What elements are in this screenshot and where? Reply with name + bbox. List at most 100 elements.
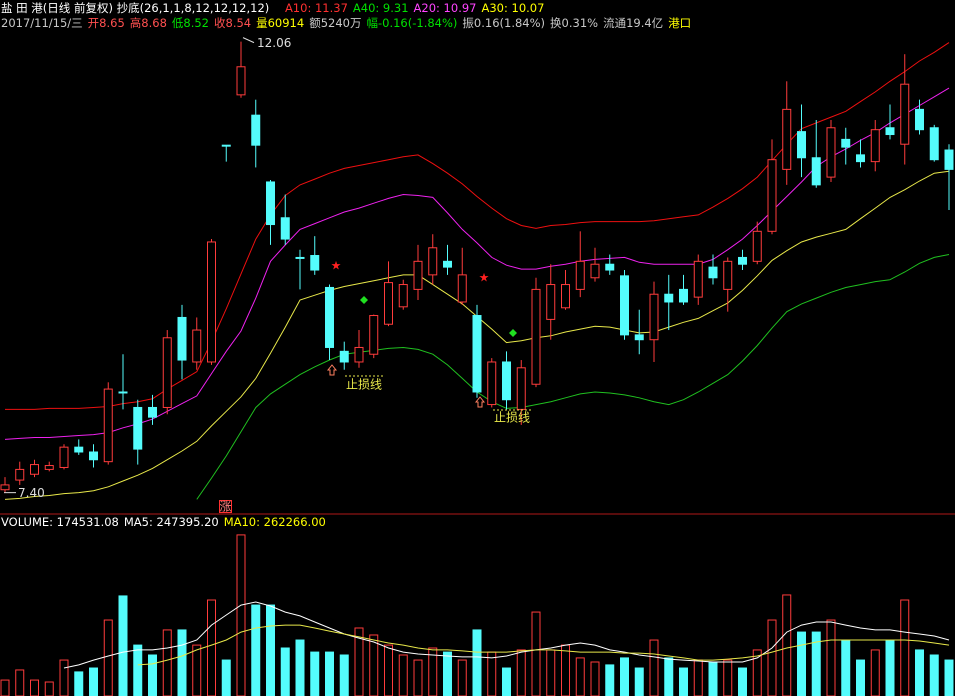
info-item: 低8.52 [171, 16, 209, 30]
volume-bar [664, 657, 674, 696]
candle-body [900, 83, 910, 145]
max-pointer [242, 37, 255, 44]
volume-bar [15, 669, 25, 696]
info-item: 港口 [668, 16, 692, 30]
stop-loss-label: 止损线 [346, 378, 382, 392]
volume-legend: MA10: 262266.00 [223, 515, 326, 529]
volume-bar [339, 654, 349, 696]
volume-bar [280, 647, 290, 696]
volume-legend: VOLUME: 174531.08 [1, 515, 119, 529]
volume-bar [295, 639, 305, 696]
candle-body [103, 388, 113, 463]
volume-bar [590, 661, 600, 696]
volume-bar [693, 659, 703, 696]
candle-body [472, 315, 482, 393]
indicator-line [137, 624, 950, 666]
volume-bar [826, 619, 836, 696]
indicator-line [63, 601, 950, 669]
info-item: 2017/11/15/三 [1, 16, 83, 30]
candle-body [177, 316, 187, 361]
candle-body [59, 446, 69, 468]
candle-body [44, 465, 54, 470]
candle-body [575, 260, 585, 290]
volume-bar [782, 594, 792, 696]
volume-bar [841, 639, 851, 696]
candle-body [620, 275, 629, 336]
volume-bar [561, 644, 570, 696]
stop-loss-label: 止损线 [494, 411, 530, 425]
volume-bar [516, 649, 526, 696]
candle-body [89, 451, 98, 461]
volume-bar [428, 647, 438, 696]
candle-body [251, 114, 261, 146]
volume-bar [89, 667, 98, 696]
candle-body [767, 159, 777, 232]
candle-body [664, 293, 674, 303]
legend-value: A20: 10.97 [413, 1, 477, 15]
volume-bar [251, 604, 261, 696]
candle-body [148, 406, 157, 418]
volume-bar [487, 651, 497, 696]
candle-body [192, 329, 202, 363]
volume-bar [103, 619, 113, 696]
legend-value: A10: 11.37 [284, 1, 348, 15]
candle-body [295, 256, 305, 259]
candle-body [487, 361, 497, 406]
volume-bar [605, 664, 615, 696]
candle-body [266, 181, 275, 226]
info-item: 幅-0.16(-1.84%) [366, 16, 458, 30]
volume-bar [708, 661, 718, 696]
candle-body [339, 350, 349, 363]
info-item: 流通19.4亿 [603, 16, 664, 30]
candle-body [30, 464, 39, 475]
volume-bar [207, 599, 216, 696]
candle-body [811, 157, 821, 186]
indicator-line [5, 42, 950, 410]
candle-body [841, 138, 851, 148]
volume-bar [162, 629, 172, 696]
candle-body [457, 274, 467, 303]
candle-body [649, 293, 659, 341]
candle-body [280, 217, 290, 240]
candle-body [207, 241, 216, 363]
signal-diamond [509, 329, 517, 337]
max-label: 12.06 [257, 36, 291, 50]
candle-body [679, 288, 688, 303]
candle-body [590, 263, 600, 279]
info-item: 收8.54 [214, 16, 252, 30]
volume-bar [0, 679, 10, 696]
volume-bar [118, 595, 128, 696]
info-item: 开8.65 [87, 16, 125, 30]
min-label: 7.40 [18, 486, 45, 500]
candle-body [310, 255, 320, 271]
candle-body [531, 288, 541, 385]
candle-body [516, 367, 526, 410]
legend-value: A40: 9.31 [352, 1, 409, 15]
volume-bar [944, 659, 954, 696]
info-item: 量60914 [256, 16, 305, 30]
flag-box [219, 500, 232, 513]
candle-body [74, 446, 84, 453]
volume-bar [797, 631, 806, 696]
volume-legend: MA5: 247395.20 [123, 515, 219, 529]
signal-star: ★ [479, 271, 490, 285]
candle-body [502, 361, 511, 401]
candle-body [162, 337, 172, 408]
candle-body [384, 282, 393, 325]
signal-arrow [474, 396, 486, 408]
info-item: 高8.68 [129, 16, 167, 30]
volume-bar [457, 659, 467, 696]
candle-body [885, 127, 895, 136]
candle-body [915, 108, 924, 131]
volume-bar [236, 534, 246, 696]
info-item: 额5240万 [309, 16, 362, 30]
candle-body [546, 284, 556, 320]
candle-body [221, 144, 231, 147]
candle-body [236, 66, 246, 96]
volume-bar [59, 659, 69, 696]
volume-bar [398, 654, 408, 696]
candle-body [693, 260, 703, 298]
volume-bar [679, 667, 688, 696]
